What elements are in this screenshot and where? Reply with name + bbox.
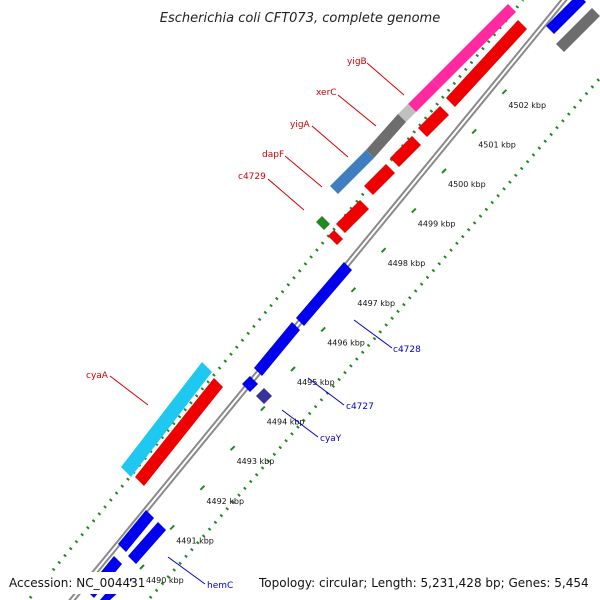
tick-mark (441, 168, 447, 174)
cds-bar[interactable] (135, 378, 223, 486)
cds-bar[interactable] (390, 136, 421, 167)
gene-bar-hemC[interactable] (118, 510, 154, 552)
gene-bar-dapF[interactable] (366, 114, 406, 158)
reverse-labels: c4728 c4727 cyaY hemC (167, 319, 421, 591)
cds-bar[interactable] (418, 106, 449, 137)
gene-bar-yigB[interactable] (432, 4, 516, 88)
gene-bar-cyaA[interactable] (121, 362, 212, 477)
inner-dot-track (148, 77, 600, 599)
gene-bar-hemC-c[interactable] (128, 522, 166, 564)
tick-mark (320, 326, 326, 333)
tick-mark (471, 128, 477, 135)
gene-bar-c4729[interactable] (330, 150, 374, 194)
label-cyaY: cyaY (320, 434, 342, 444)
label-c4727: c4727 (346, 402, 374, 412)
label-hemC: hemC (207, 581, 233, 591)
gene-bar-c4728b[interactable] (254, 322, 300, 376)
tick-mark (260, 405, 266, 412)
gene-bar-c4728[interactable] (296, 262, 352, 326)
label-c4729: c4729 (238, 172, 266, 182)
label-cyaA: cyaA (86, 371, 109, 381)
label-xerC: xerC (316, 88, 337, 98)
label-yigB: yigB (347, 57, 367, 67)
outer-dot-track (28, 0, 525, 599)
tick-label: 4499 kbp (418, 220, 456, 229)
scale-ticks: 4490 kbp 4491 kbp 4492 kbp 4493 kbp 4494 kbp… (139, 89, 546, 585)
features-forward (121, 4, 527, 486)
gene-bar-xerC[interactable] (408, 80, 440, 112)
tick-label: 4500 kbp (448, 180, 486, 189)
tick-label: 4495 kbp (297, 378, 335, 387)
gene-bar-top-grey[interactable] (556, 8, 600, 52)
tick-mark (169, 524, 175, 531)
tick-mark (229, 445, 236, 451)
map-title: Escherichia coli CFT073, complete genome (160, 11, 440, 26)
tick-label: 4491 kbp (176, 536, 214, 545)
footer-right-bg (256, 572, 600, 594)
tick-label: 4494 kbp (267, 418, 305, 427)
gene-bar-cyaY[interactable] (256, 388, 272, 404)
tick-mark (350, 287, 357, 293)
genome-summary: Topology: circular; Length: 5,231,428 bp… (258, 576, 589, 590)
gene-bar-top-blue[interactable] (546, 0, 586, 34)
label-dapF: dapF (262, 150, 284, 160)
label-c4728: c4728 (393, 345, 421, 355)
tick-mark (290, 366, 296, 372)
tick-mark (380, 247, 387, 253)
tick-label: 4498 kbp (388, 259, 426, 268)
tick-label: 4496 kbp (327, 338, 365, 347)
tick-mark (411, 207, 417, 214)
label-yigA: yigA (290, 120, 311, 130)
footer-left-bg (0, 572, 130, 594)
cds-bar[interactable] (364, 164, 395, 195)
tick-label: 4501 kbp (478, 140, 516, 149)
gene-small-green[interactable] (316, 216, 330, 230)
tick-label: 4493 kbp (237, 457, 275, 466)
tick-mark (501, 89, 508, 95)
tick-label: 4502 kbp (508, 101, 546, 110)
cds-bar[interactable] (446, 20, 527, 107)
accession-label: Accession: NC_004431 (9, 576, 145, 590)
tick-mark (139, 564, 145, 570)
tick-mark (199, 485, 206, 491)
tick-label: 4492 kbp (206, 497, 244, 506)
cds-bar[interactable] (336, 200, 369, 233)
gene-bar-yigA[interactable] (398, 104, 416, 122)
features-reverse (86, 0, 600, 600)
tick-label: 4490 kbp (146, 576, 184, 585)
forward-labels: yigB xerC yigA dapF c4729 cyaA (86, 57, 405, 406)
tick-label: 4497 kbp (357, 299, 395, 308)
cds-bar[interactable] (328, 230, 343, 245)
gene-bar-c4727[interactable] (242, 376, 258, 392)
